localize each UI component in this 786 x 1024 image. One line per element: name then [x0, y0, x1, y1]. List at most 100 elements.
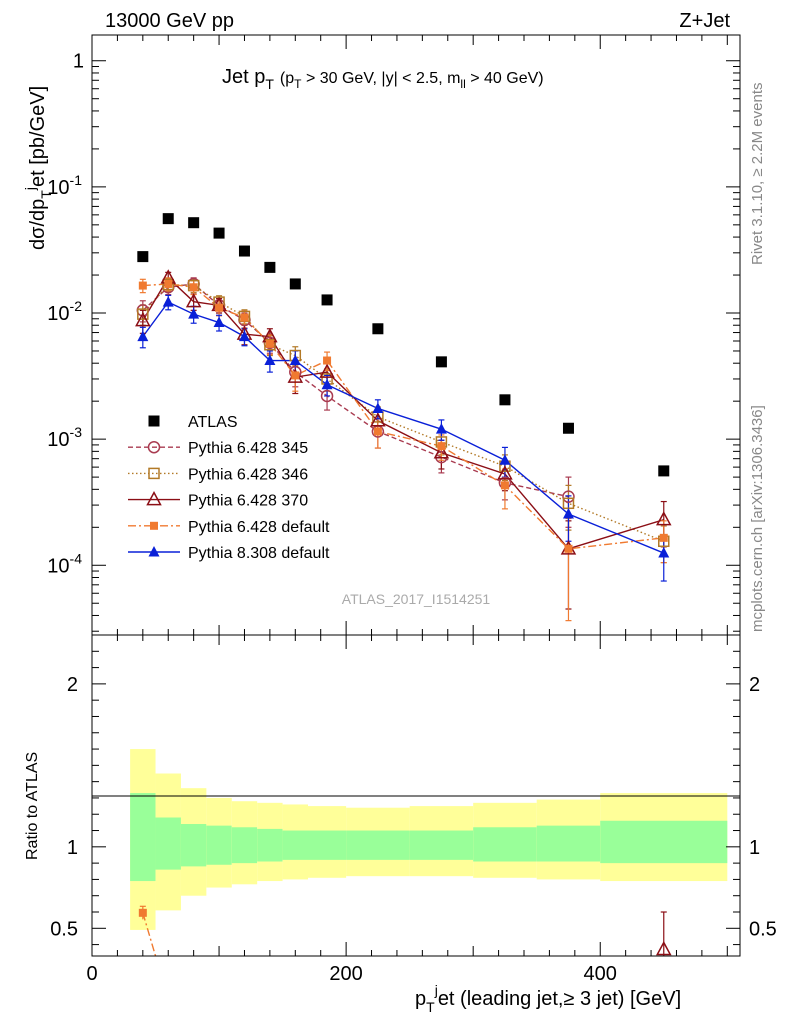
data-point-pythia-6-428-default [373, 427, 382, 436]
ratio-tick-label-left: 1 [67, 837, 78, 859]
axis-ticks [91, 35, 740, 956]
ratio-point-pythia-6-428-default [138, 908, 147, 917]
title-cuts-sub: T [294, 77, 302, 91]
legend: ATLAS Pythia 6.428 345 Pythia 6.428 346 Pyt… [128, 414, 330, 562]
ratio-band-inner [155, 817, 181, 870]
title-main-sub: T [265, 76, 274, 92]
energy-label: 13000 GeV pp [105, 10, 234, 32]
legend-label-pythia-6-428-370: Pythia 6.428 370 [188, 493, 308, 510]
legend-marker-pythia-8-308-default [148, 546, 160, 557]
data-point-pythia-6-428-370 [433, 444, 450, 459]
ratio-band-inner [409, 830, 474, 860]
data-point-pythia-8-308-default [162, 296, 174, 307]
legend-marker-atlas [148, 415, 160, 427]
legend-label-atlas: ATLAS [188, 414, 238, 431]
ratio-band-inner [257, 828, 283, 862]
ratio-point-pythia-6-428-370 [656, 940, 672, 956]
data-point-pythia-6-428-370 [370, 412, 386, 427]
data-point-pythia-6-428-370 [185, 293, 202, 308]
plot-title: Jet pT (pT > 30 GeV, |y| < 2.5, mll > 40 … [222, 66, 544, 92]
title-cuts-rest: > 30 GeV, |y| < 2.5, m [302, 70, 461, 87]
y-axis-label: dσ/dpTjet [pb/GeV] [22, 86, 54, 250]
legend-label-pythia-8-308-default: Pythia 8.308 default [188, 545, 330, 562]
xlabel-sub: T [426, 999, 435, 1015]
legend-entry-pythia-6-428-default: Pythia 6.428 default [128, 519, 330, 536]
ratio-tick-label-left: 2 [67, 674, 78, 696]
series-markers [135, 213, 672, 558]
data-point-pythia-6-428-370 [135, 312, 151, 327]
data-point-atlas [499, 394, 511, 406]
analysis-watermark: ATLAS_2017_I1514251 [342, 591, 491, 607]
x-tick-label: 200 [329, 963, 362, 985]
legend-entry-pythia-8-308-default: Pythia 8.308 default [128, 545, 330, 562]
legend-entry-pythia-6-428-345: Pythia 6.428 345 [128, 440, 308, 457]
data-point-pythia-6-428-default [437, 442, 446, 451]
data-point-pythia-8-308-default [137, 330, 149, 342]
data-point-pythia-6-428-346 [264, 339, 276, 351]
data-point-pythia-6-428-default [500, 481, 509, 490]
ratio-tick-label-right: 2 [749, 674, 760, 696]
data-point-atlas [162, 213, 174, 225]
x-axis-label: pTjet (leading jet,≥ 3 jet) [GeV] [415, 982, 681, 1015]
ylabel-a: dσ/dp [27, 199, 49, 250]
process-label: Z+Jet [679, 10, 730, 32]
data-point-pythia-6-428-default [323, 356, 332, 365]
data-point-atlas [372, 323, 384, 335]
ylabel-b: et [pb/GeV] [27, 86, 49, 187]
data-point-pythia-6-428-370 [656, 511, 672, 526]
ratio-tick-label-right: 0.5 [749, 918, 777, 940]
ratio-band-inner [473, 827, 537, 862]
data-point-pythia-8-308-default [372, 402, 384, 413]
data-point-pythia-6-428-default [291, 371, 300, 380]
data-point-pythia-8-308-default [188, 308, 200, 319]
data-point-pythia-6-428-default [240, 313, 249, 322]
data-point-atlas [238, 245, 250, 257]
ratio-band-inner [206, 825, 232, 865]
rivet-label: Rivet 3.1.10, ≥ 2.2M events [749, 83, 766, 266]
ylabel-sup: j [22, 187, 38, 191]
ratio-band-inner [231, 827, 258, 864]
xlabel-b: et (leading jet,≥ 3 jet) [GeV] [438, 988, 681, 1010]
ratio-tick-label-right: 1 [749, 837, 760, 859]
ratio-band-inner [346, 830, 410, 860]
ratio-points [138, 905, 672, 957]
data-point-pythia-6-428-345 [320, 389, 334, 403]
data-point-atlas [321, 294, 333, 306]
data-point-atlas [213, 227, 225, 239]
legend-label-pythia-6-428-345: Pythia 6.428 345 [188, 440, 308, 457]
x-tick-label: 0 [86, 963, 97, 985]
data-point-pythia-8-308-default [213, 316, 225, 328]
data-point-atlas [658, 465, 670, 477]
data-point-pythia-8-308-default [289, 354, 301, 366]
xlabel-a: p [415, 988, 426, 1010]
data-point-pythia-8-308-default [238, 330, 250, 342]
title-cuts-open: (p [280, 70, 294, 87]
ratio-band-inner [536, 825, 601, 862]
data-point-atlas [435, 356, 447, 368]
data-point-atlas [137, 251, 149, 263]
mcplots-label: mcplots.cern.ch [arXiv:1306.3436] [749, 405, 766, 632]
title-cuts-end: > 40 GeV) [466, 70, 544, 87]
legend-marker-pythia-6-428-346 [148, 467, 160, 480]
ratio-line-pythia-6-428-default [142, 912, 157, 957]
x-tick-label: 400 [584, 963, 617, 985]
data-point-atlas [562, 422, 574, 434]
legend-label-pythia-6-428-346: Pythia 6.428 346 [188, 466, 308, 483]
tick-labels: 0 200 400 1 10-1 10-2 10-3 10-4 2 2 1 1 0.5 0.5 [47, 51, 777, 985]
ratio-band-inner [282, 830, 308, 860]
data-point-atlas [188, 217, 200, 229]
data-point-pythia-8-308-default [562, 507, 574, 519]
y-tick-label: 10-3 [47, 424, 82, 451]
data-point-pythia-8-308-default [264, 354, 276, 366]
y-tick-label: 10-2 [47, 298, 82, 325]
legend-marker-pythia-6-428-default [150, 521, 158, 530]
legend-entry-pythia-6-428-370: Pythia 6.428 370 [128, 491, 308, 510]
ratio-band-inner [180, 824, 207, 867]
data-point-pythia-6-428-default [659, 533, 668, 542]
data-point-pythia-6-428-default [189, 283, 198, 292]
legend-label-pythia-6-428-default: Pythia 6.428 default [188, 519, 330, 536]
data-point-pythia-8-308-default [499, 454, 511, 465]
data-point-pythia-6-428-346 [162, 278, 174, 291]
title-cuts-sub2: ll [460, 77, 465, 91]
ratio-panel-frame [91, 634, 741, 957]
